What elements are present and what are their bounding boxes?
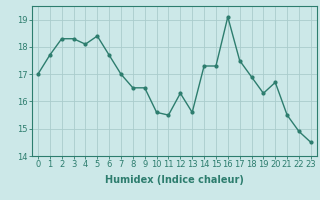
X-axis label: Humidex (Indice chaleur): Humidex (Indice chaleur): [105, 175, 244, 185]
